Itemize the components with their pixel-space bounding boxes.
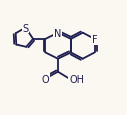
Text: F: F (92, 35, 97, 45)
Text: OH: OH (69, 74, 84, 84)
Text: N: N (54, 28, 62, 38)
Text: S: S (23, 23, 29, 33)
Text: O: O (42, 74, 49, 84)
